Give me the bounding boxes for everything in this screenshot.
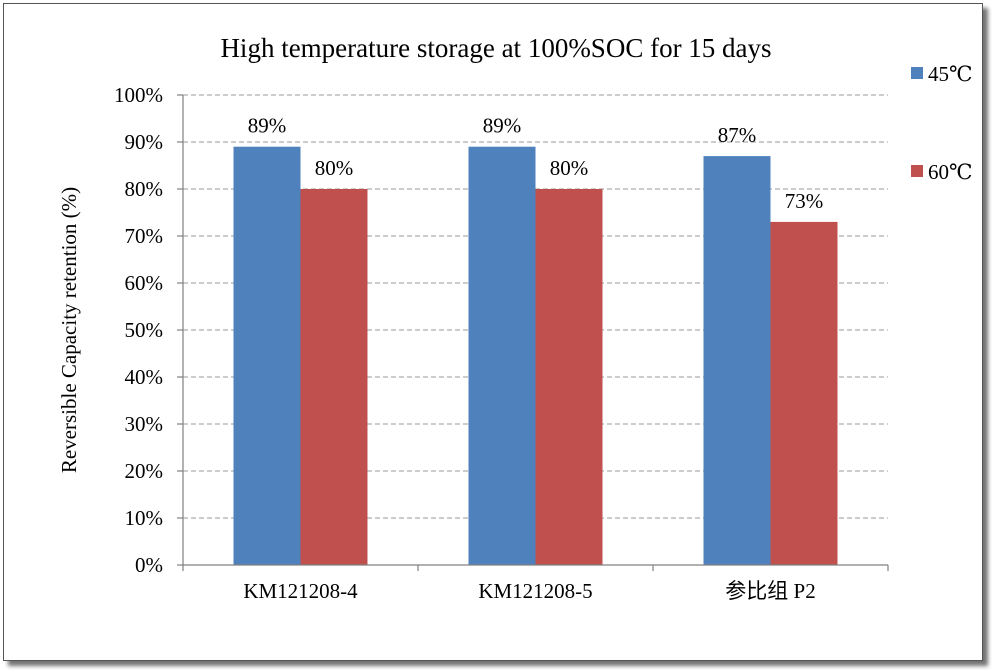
y-tick-label: 30%: [125, 412, 164, 436]
y-tick-label: 90%: [125, 130, 164, 154]
x-tick-label: KM121208-5: [478, 579, 592, 603]
bar-45c: [233, 146, 301, 565]
data-label: 80%: [550, 156, 589, 180]
axes: [177, 94, 889, 571]
bars: [233, 146, 838, 565]
y-tick-label: 80%: [125, 177, 164, 201]
data-label: 80%: [315, 156, 354, 180]
y-axis-label: Reversible Capacity retention (%): [57, 187, 81, 473]
y-tick-label: 0%: [135, 553, 163, 577]
bar-60c: [300, 189, 368, 565]
y-tick-label: 20%: [125, 459, 164, 483]
bar-60c: [770, 221, 838, 565]
chart-title: High temperature storage at 100%SOC for …: [220, 33, 771, 63]
y-tick-label: 100%: [114, 83, 163, 107]
x-tick-label: KM121208-4: [243, 579, 358, 603]
x-tick-labels: KM121208-4 KM121208-5 参比组 P2: [243, 579, 815, 603]
legend: 45℃ 60℃: [911, 62, 973, 184]
y-tick-label: 40%: [125, 365, 164, 389]
legend-swatch: [911, 67, 923, 79]
data-labels: 89% 80% 89% 80% 87% 73%: [248, 114, 824, 213]
y-tick-label: 50%: [125, 318, 164, 342]
legend-swatch: [911, 165, 923, 177]
y-tick-label: 70%: [125, 224, 164, 248]
legend-label: 45℃: [928, 62, 973, 86]
data-label: 89%: [248, 114, 287, 138]
x-tick-label: 参比组 P2: [725, 579, 815, 603]
data-label: 73%: [785, 189, 824, 213]
bar-45c: [703, 156, 771, 565]
y-tick-label: 10%: [125, 506, 164, 530]
data-label: 87%: [718, 123, 757, 147]
y-tick-label: 60%: [125, 271, 164, 295]
bar-45c: [468, 146, 536, 565]
y-tick-labels: 0% 10% 20% 30% 40% 50% 60% 70% 80% 90% 100%: [114, 83, 163, 577]
bar-60c: [535, 189, 603, 565]
data-label: 89%: [483, 114, 522, 138]
legend-label: 60℃: [928, 160, 973, 184]
